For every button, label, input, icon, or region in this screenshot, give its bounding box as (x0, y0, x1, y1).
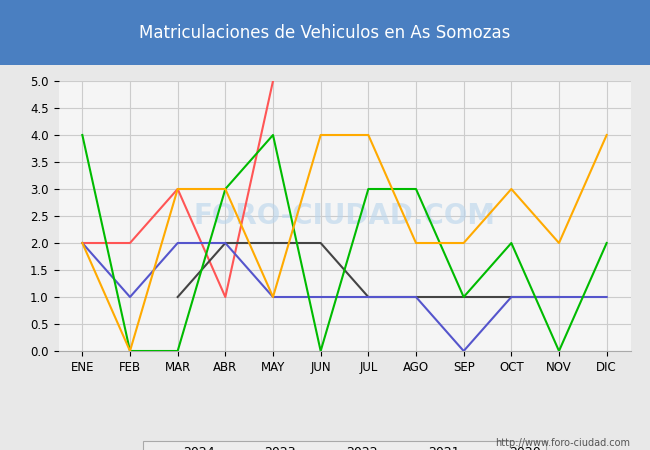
Text: Matriculaciones de Vehiculos en As Somozas: Matriculaciones de Vehiculos en As Somoz… (139, 24, 511, 42)
Legend: 2024, 2023, 2022, 2021, 2020: 2024, 2023, 2022, 2021, 2020 (143, 441, 546, 450)
Text: FORO-CIUDAD.COM: FORO-CIUDAD.COM (194, 202, 495, 230)
Text: http://www.foro-ciudad.com: http://www.foro-ciudad.com (495, 438, 630, 448)
